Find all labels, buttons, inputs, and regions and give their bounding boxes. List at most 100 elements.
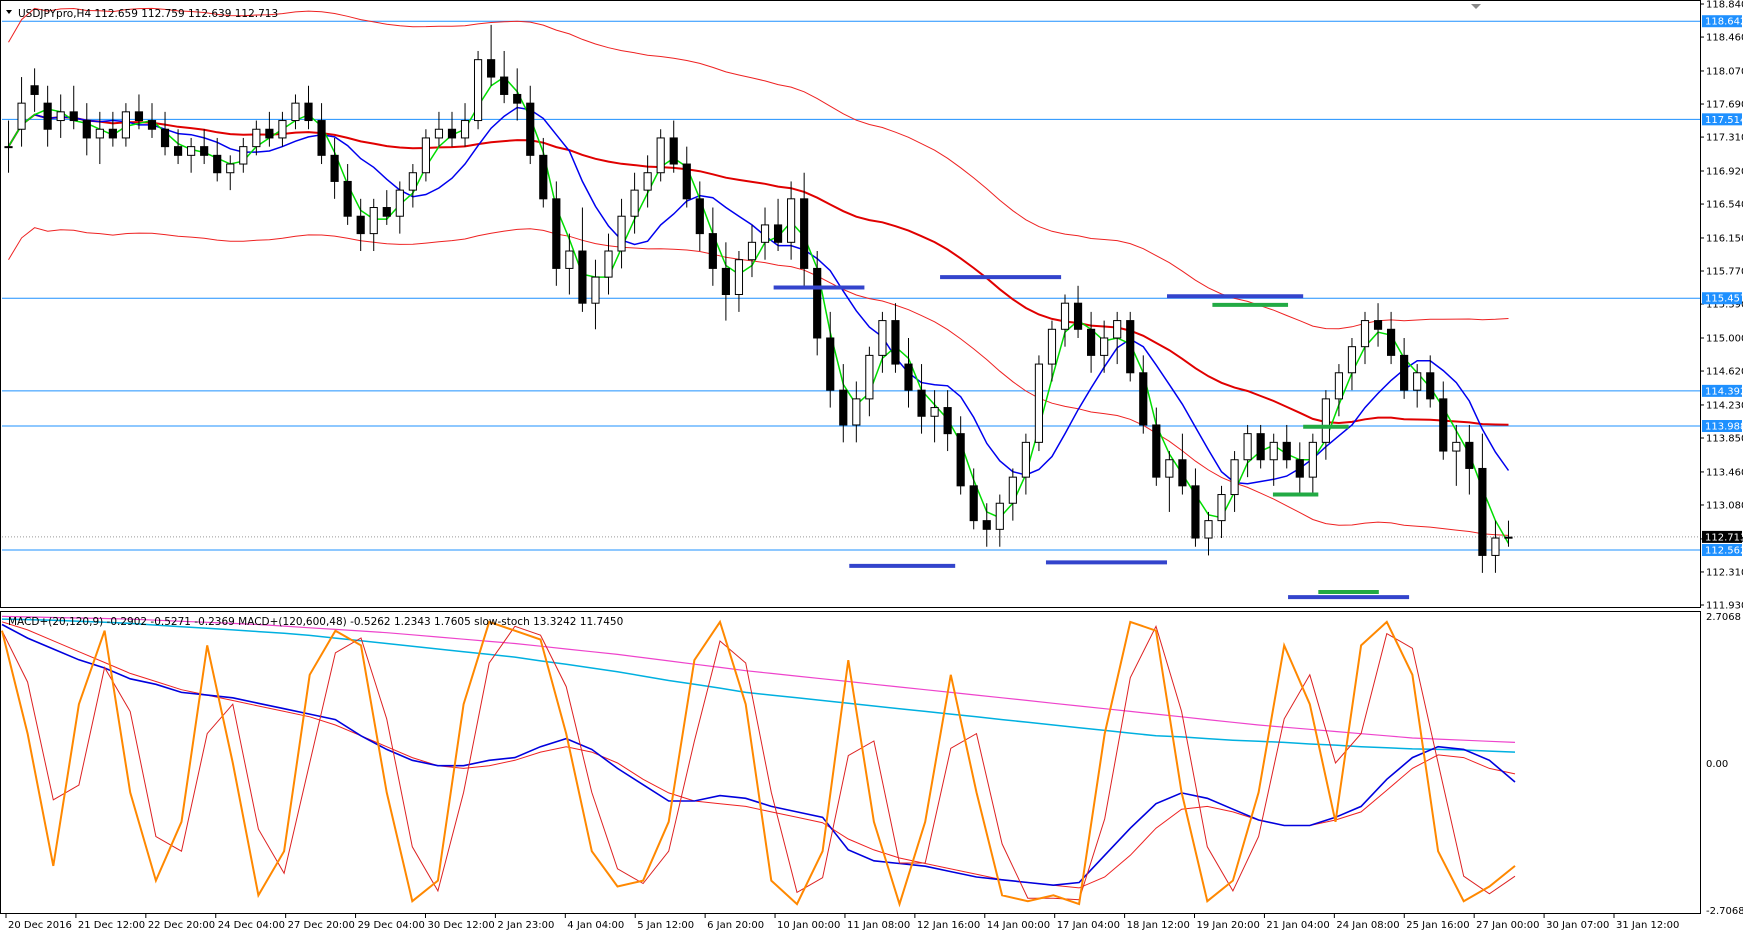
candle[interactable] [434,111,444,147]
candle[interactable] [747,224,757,278]
candle[interactable] [1152,407,1161,486]
candle[interactable] [539,137,548,208]
candle[interactable] [1426,355,1435,408]
candle[interactable] [1243,424,1252,478]
candle[interactable] [604,233,613,295]
candle[interactable] [839,364,848,443]
candle[interactable] [369,198,378,252]
candle[interactable] [304,85,313,130]
candle[interactable] [1073,285,1083,338]
candle[interactable] [291,94,300,130]
candle[interactable] [891,303,900,373]
candle[interactable] [147,103,157,138]
indicator-panel[interactable] [0,611,1701,914]
candle[interactable] [1126,311,1135,382]
candle[interactable] [591,259,600,330]
candle[interactable] [917,364,926,434]
candle[interactable] [160,111,170,156]
candle[interactable] [317,103,326,165]
candle[interactable] [408,164,417,208]
price-panel[interactable] [0,0,1701,608]
candle[interactable] [421,129,430,182]
candle[interactable] [343,164,352,225]
candle[interactable] [995,494,1004,547]
candle[interactable] [30,68,39,112]
candle[interactable] [200,129,209,165]
candle[interactable] [826,311,835,408]
candle[interactable] [1165,451,1174,512]
candle[interactable] [1478,433,1487,573]
candle[interactable] [565,233,574,295]
candle[interactable] [1491,520,1500,573]
candle[interactable] [500,50,509,104]
candle[interactable] [1439,381,1448,460]
candle[interactable] [134,94,144,130]
candle[interactable] [800,172,809,286]
candle[interactable] [1139,355,1148,434]
candle[interactable] [473,50,483,130]
candle[interactable] [734,251,744,312]
candle[interactable] [1021,433,1030,495]
candle[interactable] [1204,511,1213,556]
candle[interactable] [108,111,117,147]
scroll-marker-icon[interactable] [1471,4,1481,9]
candle[interactable] [187,137,196,173]
candle[interactable] [695,181,704,252]
candle[interactable] [552,181,561,286]
candle[interactable] [1178,433,1187,495]
candle[interactable] [956,416,965,495]
candle[interactable] [382,190,391,225]
candle[interactable] [1217,485,1226,539]
candle[interactable] [513,68,522,121]
candle[interactable] [1282,424,1291,469]
candle[interactable] [447,111,457,147]
candle[interactable] [1452,424,1461,486]
candle[interactable] [1060,294,1070,347]
candle[interactable] [1373,303,1383,347]
candle[interactable] [1256,424,1265,469]
candle[interactable] [852,381,861,443]
candle[interactable] [578,207,587,312]
candle[interactable] [56,94,65,138]
candle[interactable] [760,207,770,260]
candle[interactable] [69,85,78,130]
candle[interactable] [1504,520,1513,547]
candle[interactable] [17,77,26,147]
candle[interactable] [43,85,52,147]
candle[interactable] [265,111,274,147]
candle[interactable] [1269,433,1278,486]
candle[interactable] [1360,311,1370,365]
candle[interactable] [4,120,13,173]
candle[interactable] [1047,320,1057,382]
candle[interactable] [239,137,248,173]
candle[interactable] [330,137,339,199]
candle[interactable] [1295,442,1304,495]
candle[interactable] [226,155,235,191]
candle[interactable] [213,137,222,182]
candle[interactable] [943,390,952,452]
candle[interactable] [252,120,261,156]
candle[interactable] [1008,468,1017,521]
candle[interactable] [1400,337,1409,399]
candle[interactable] [1230,451,1239,512]
candle[interactable] [1100,320,1109,373]
candle[interactable] [643,155,652,208]
candle[interactable] [1347,337,1357,391]
candle[interactable] [121,103,130,147]
candle[interactable] [356,198,365,252]
candle[interactable] [173,129,183,165]
candle[interactable] [487,24,496,86]
candle[interactable] [904,337,913,408]
candle[interactable] [721,242,730,321]
candle[interactable] [682,146,691,208]
candle[interactable] [656,129,665,182]
candle[interactable] [878,311,887,373]
candle[interactable] [1113,311,1122,365]
candle[interactable] [1413,364,1422,408]
candle[interactable] [617,198,626,269]
candle[interactable] [278,111,287,147]
candle[interactable] [1087,311,1096,373]
candle[interactable] [669,120,678,173]
candle[interactable] [982,503,991,547]
